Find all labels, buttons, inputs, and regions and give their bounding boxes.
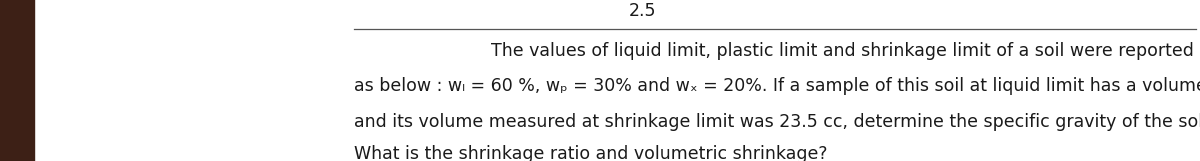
Text: What is the shrinkage ratio and volumetric shrinkage?: What is the shrinkage ratio and volumetr… [354,145,828,161]
Text: and its volume measured at shrinkage limit was 23.5 cc, determine the specific g: and its volume measured at shrinkage lim… [354,113,1200,131]
Bar [0,0,34,161]
Text: as below : wₗ = 60 %, wₚ = 30% and wₓ = 20%. If a sample of this soil at liquid : as below : wₗ = 60 %, wₚ = 30% and wₓ = … [354,77,1200,95]
Text: The values of liquid limit, plastic limit and shrinkage limit of a soil were rep: The values of liquid limit, plastic limi… [491,42,1194,60]
Text: 2.5: 2.5 [629,2,655,20]
